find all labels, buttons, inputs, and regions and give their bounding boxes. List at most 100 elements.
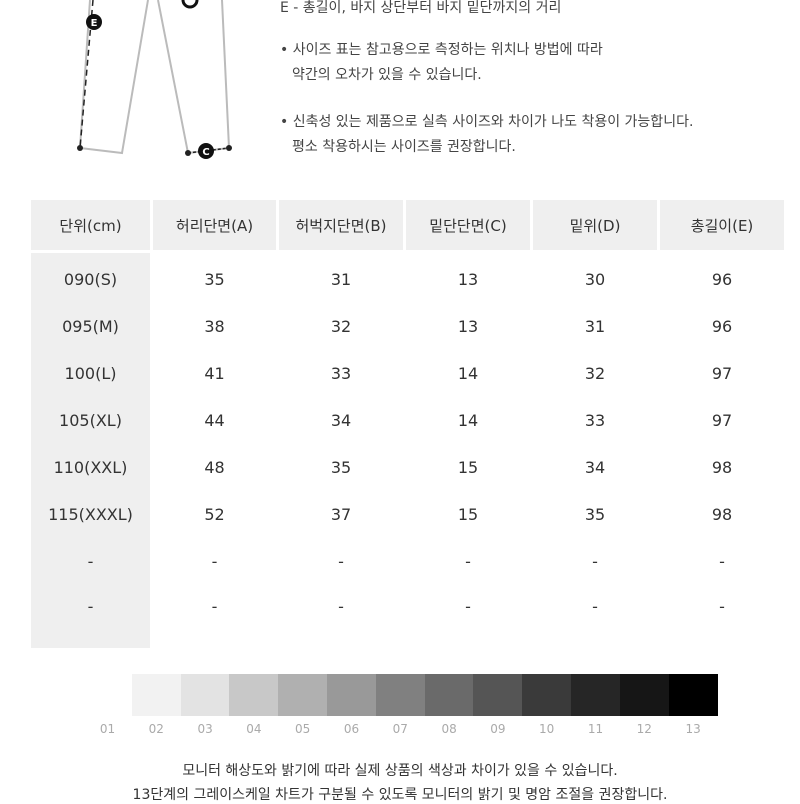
note-bullet2-1: • 신축성 있는 제품으로 실측 사이즈와 차이가 나도 착용이 가능합니다. bbox=[280, 114, 694, 130]
swatch-label: 12 bbox=[636, 722, 652, 736]
table-row: 090(S) 35 31 13 30 96 bbox=[31, 253, 784, 303]
table-row: 095(M) 38 32 13 31 96 bbox=[31, 303, 784, 350]
swatch-label: 04 bbox=[246, 722, 262, 736]
value-cell: 35 bbox=[204, 270, 225, 289]
table-row: 105(XL) 44 34 14 33 97 bbox=[31, 397, 784, 444]
size-cell: 105(XL) bbox=[31, 397, 150, 444]
size-table: 단위(cm) 허리단면(A) 허벅지단면(B) 밑단단면(C) 밑위(D) 총길이(E) … bbox=[28, 200, 787, 648]
grayscale-swatch bbox=[619, 674, 669, 716]
column-header: 밑위(D) bbox=[533, 200, 657, 253]
grayscale-swatch bbox=[375, 674, 425, 716]
column-header: 밑단단면(C) bbox=[406, 200, 530, 253]
grayscale-swatch bbox=[229, 674, 279, 716]
value-cell: - bbox=[465, 597, 471, 616]
grayscale-swatch bbox=[131, 674, 181, 716]
value-cell: 38 bbox=[204, 317, 225, 336]
value-cell: 33 bbox=[330, 364, 352, 383]
svg-text:E: E bbox=[91, 18, 98, 29]
swatch-label: 11 bbox=[587, 722, 604, 736]
value-cell: 48 bbox=[204, 458, 225, 477]
table-row: ------ bbox=[31, 538, 784, 585]
value-cell: 35 bbox=[584, 505, 606, 524]
grayscale-swatch bbox=[83, 674, 132, 716]
note-e: E - 총길이, 바지 상단부터 바지 밑단까지의 거리 bbox=[280, 0, 562, 16]
value-cell: 13 bbox=[457, 270, 479, 289]
value-cell: 96 bbox=[711, 270, 733, 289]
value-cell: 97 bbox=[711, 364, 733, 383]
grayscale-swatch bbox=[180, 674, 230, 716]
value-cell: 41 bbox=[204, 364, 225, 383]
grayscale-swatch bbox=[278, 674, 328, 716]
swatch-label: 01 bbox=[99, 722, 116, 736]
value-cell: 33 bbox=[584, 411, 606, 430]
table-row: 115(XXXL) 52 37 15 35 98 bbox=[31, 491, 784, 538]
value-cell: 14 bbox=[457, 411, 479, 430]
swatch-label: 03 bbox=[197, 722, 213, 736]
value-cell: 31 bbox=[584, 317, 606, 336]
table-row: 100(L) 41 33 14 32 97 bbox=[31, 350, 784, 397]
swatch-label: 02 bbox=[148, 722, 164, 736]
size-cell: - bbox=[31, 585, 150, 648]
grayscale-swatch bbox=[522, 674, 572, 716]
marker-e bbox=[86, 14, 102, 30]
swatch-label: 09 bbox=[490, 722, 506, 736]
value-cell: 35 bbox=[330, 458, 352, 477]
svg-text:C: C bbox=[202, 147, 209, 158]
value-cell: - bbox=[211, 552, 218, 571]
value-cell: 15 bbox=[457, 505, 479, 524]
value-cell: - bbox=[338, 597, 344, 616]
value-cell: 30 bbox=[584, 270, 606, 289]
note-bullet1-2: 약간의 오차가 있을 수 있습니다. bbox=[292, 67, 482, 83]
value-cell: - bbox=[338, 552, 344, 571]
size-cell: 110(XXL) bbox=[31, 444, 150, 491]
value-cell: 98 bbox=[711, 505, 733, 524]
swatch-label: 10 bbox=[539, 722, 555, 736]
column-header: 허벅지단면(B) bbox=[279, 200, 403, 253]
value-cell: 37 bbox=[330, 505, 352, 524]
swatch-label: 07 bbox=[392, 722, 408, 736]
value-cell: 32 bbox=[330, 317, 352, 336]
swatch-label: 08 bbox=[441, 722, 457, 736]
note-bullet2-2: 평소 착용하시는 사이즈를 권장합니다. bbox=[292, 139, 516, 155]
value-cell: - bbox=[465, 552, 471, 571]
value-cell: 14 bbox=[457, 364, 479, 383]
swatch-label: 05 bbox=[295, 722, 311, 736]
value-cell: 31 bbox=[330, 270, 352, 289]
value-cell: - bbox=[211, 597, 218, 616]
size-cell: 115(XXXL) bbox=[31, 491, 150, 538]
pants-diagram: E C bbox=[77, 0, 232, 159]
value-cell: 98 bbox=[711, 458, 733, 477]
value-cell: - bbox=[592, 552, 598, 571]
swatch-label: 06 bbox=[343, 722, 360, 736]
value-cell: 34 bbox=[584, 458, 606, 477]
value-cell: 15 bbox=[457, 458, 479, 477]
size-cell: 095(M) bbox=[31, 303, 150, 350]
value-cell: 97 bbox=[711, 411, 733, 430]
value-cell: 96 bbox=[711, 317, 733, 336]
size-cell: 100(L) bbox=[31, 350, 150, 397]
grayscale-swatch bbox=[473, 674, 523, 716]
value-cell: 52 bbox=[204, 505, 225, 524]
grayscale-swatch bbox=[571, 674, 620, 716]
column-header: 총길이(E) bbox=[660, 200, 784, 253]
grayscale-swatch bbox=[424, 674, 474, 716]
marker-c bbox=[198, 143, 214, 159]
size-cell: - bbox=[31, 538, 150, 585]
value-cell: 44 bbox=[204, 411, 225, 430]
swatch-label: 13 bbox=[685, 722, 701, 736]
grayscale-swatch bbox=[668, 674, 718, 716]
value-cell: 34 bbox=[330, 411, 352, 430]
table-row: ------ bbox=[31, 585, 784, 648]
grayscale-swatch bbox=[327, 674, 376, 716]
value-cell: - bbox=[592, 597, 598, 616]
value-cell: 32 bbox=[584, 364, 606, 383]
value-cell: 13 bbox=[457, 317, 479, 336]
size-cell: 090(S) bbox=[31, 253, 150, 303]
footer-line1: 모니터 해상도와 밝기에 따라 실제 상품의 색상과 차이가 있을 수 있습니다… bbox=[182, 763, 618, 779]
column-header: 단위(cm) bbox=[31, 200, 150, 253]
column-header: 허리단면(A) bbox=[153, 200, 276, 253]
table-row: 110(XXL) 48 35 15 34 98 bbox=[31, 444, 784, 491]
value-cell: - bbox=[719, 552, 725, 571]
footer-line2: 13단계의 그레이스케일 차트가 구분될 수 있도록 모니터의 밝기 및 명암 … bbox=[132, 787, 668, 803]
note-bullet1-1: • 사이즈 표는 참고용으로 측정하는 위치나 방법에 따라 bbox=[280, 42, 603, 58]
